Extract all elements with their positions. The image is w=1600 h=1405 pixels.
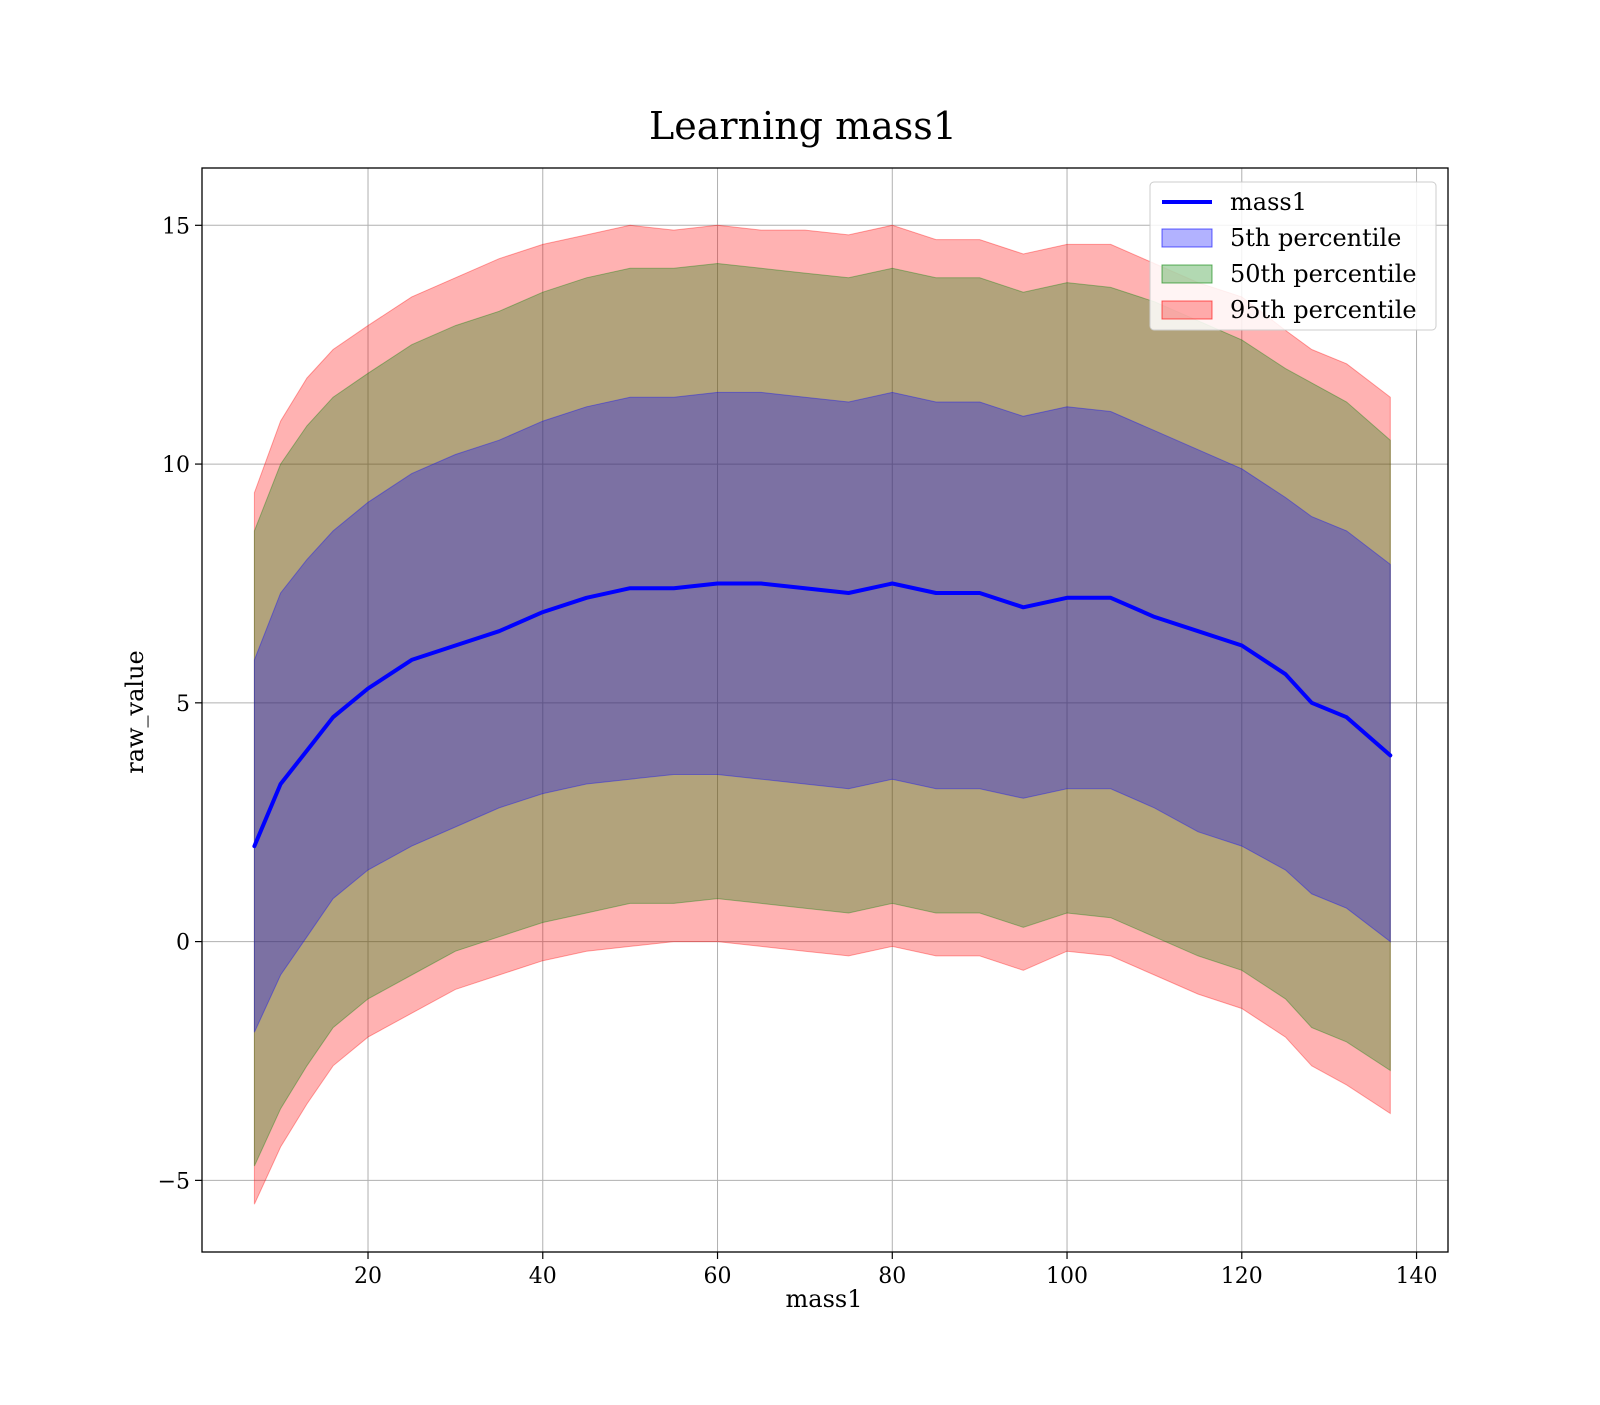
x-tick-label: 120: [1221, 1264, 1263, 1289]
legend-label: 95th percentile: [1230, 296, 1417, 324]
legend-label: 5th percentile: [1230, 224, 1401, 252]
chart-title: Learning mass1: [649, 104, 957, 148]
y-tick-label: −5: [158, 1169, 190, 1194]
legend-label: mass1: [1230, 188, 1307, 216]
y-axis-label: raw_value: [121, 650, 149, 774]
x-tick-label: 60: [704, 1264, 732, 1289]
legend: mass1 5th percentile 50th percentile 95th p…: [1150, 182, 1436, 330]
legend-swatch-band: [1162, 301, 1212, 319]
x-tick-label: 20: [354, 1264, 382, 1289]
y-tick-label: 5: [176, 692, 190, 717]
y-tick-label: 15: [162, 214, 190, 239]
y-tick-label: 10: [162, 453, 190, 478]
x-tick-label: 140: [1396, 1264, 1438, 1289]
x-axis-label: mass1: [786, 1285, 863, 1313]
legend-label: 50th percentile: [1230, 260, 1417, 288]
legend-swatch-band: [1162, 265, 1212, 283]
legend-swatch-band: [1162, 229, 1212, 247]
x-tick-label: 80: [878, 1264, 906, 1289]
x-tick-label: 100: [1046, 1264, 1088, 1289]
y-tick-label: 0: [176, 931, 190, 956]
x-tick-label: 40: [529, 1264, 557, 1289]
